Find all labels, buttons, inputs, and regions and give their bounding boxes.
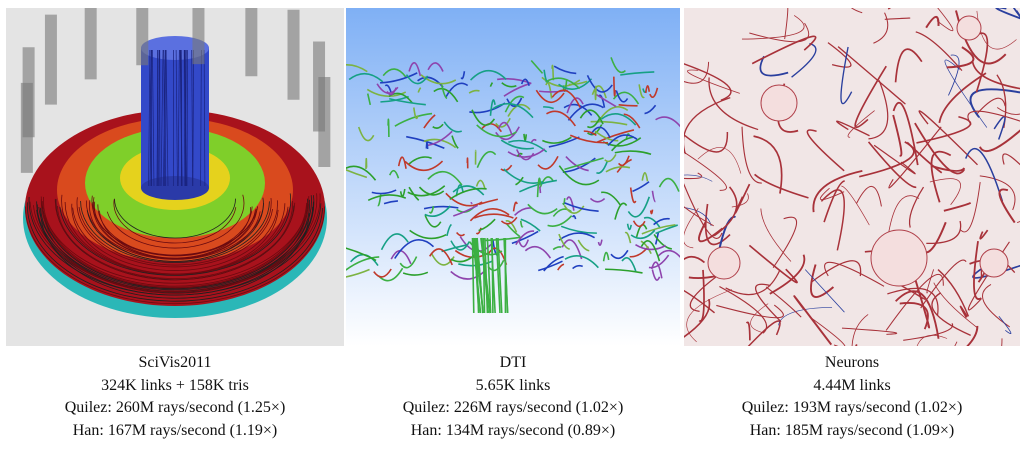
caption: DTI 5.65K links Quilez: 226M rays/second…	[344, 352, 682, 443]
caption-size: 5.65K links	[344, 375, 682, 398]
fiber	[595, 86, 596, 100]
figure: SciVis2011 324K links + 158K tris Quilez…	[0, 0, 1020, 456]
caption-han: Han: 167M rays/second (1.19×)	[6, 420, 344, 443]
caption-title: Neurons	[683, 352, 1020, 375]
caption-size: 4.44M links	[683, 375, 1020, 398]
caption: Neurons 4.44M links Quilez: 193M rays/se…	[683, 352, 1020, 443]
soma	[980, 249, 1008, 277]
neurons-render	[684, 8, 1020, 346]
fiber	[426, 143, 427, 149]
fiber	[388, 119, 389, 137]
caption-quilez: Quilez: 226M rays/second (1.02×)	[344, 397, 682, 420]
scivis-render	[6, 8, 344, 346]
caption-han: Han: 185M rays/second (1.09×)	[683, 420, 1020, 443]
caption-han: Han: 134M rays/second (0.89×)	[344, 420, 682, 443]
caption-size: 324K links + 158K tris	[6, 375, 344, 398]
caption: SciVis2011 324K links + 158K tris Quilez…	[6, 352, 344, 443]
soma	[761, 85, 797, 121]
soma	[871, 230, 927, 286]
caption-title: SciVis2011	[6, 352, 344, 375]
soma	[957, 16, 981, 40]
caption-quilez: Quilez: 260M rays/second (1.25×)	[6, 397, 344, 420]
soma	[708, 247, 740, 279]
caption-quilez: Quilez: 193M rays/second (1.02×)	[683, 397, 1020, 420]
fiber	[366, 159, 367, 169]
dti-render	[346, 8, 680, 346]
caption-title: DTI	[344, 352, 682, 375]
